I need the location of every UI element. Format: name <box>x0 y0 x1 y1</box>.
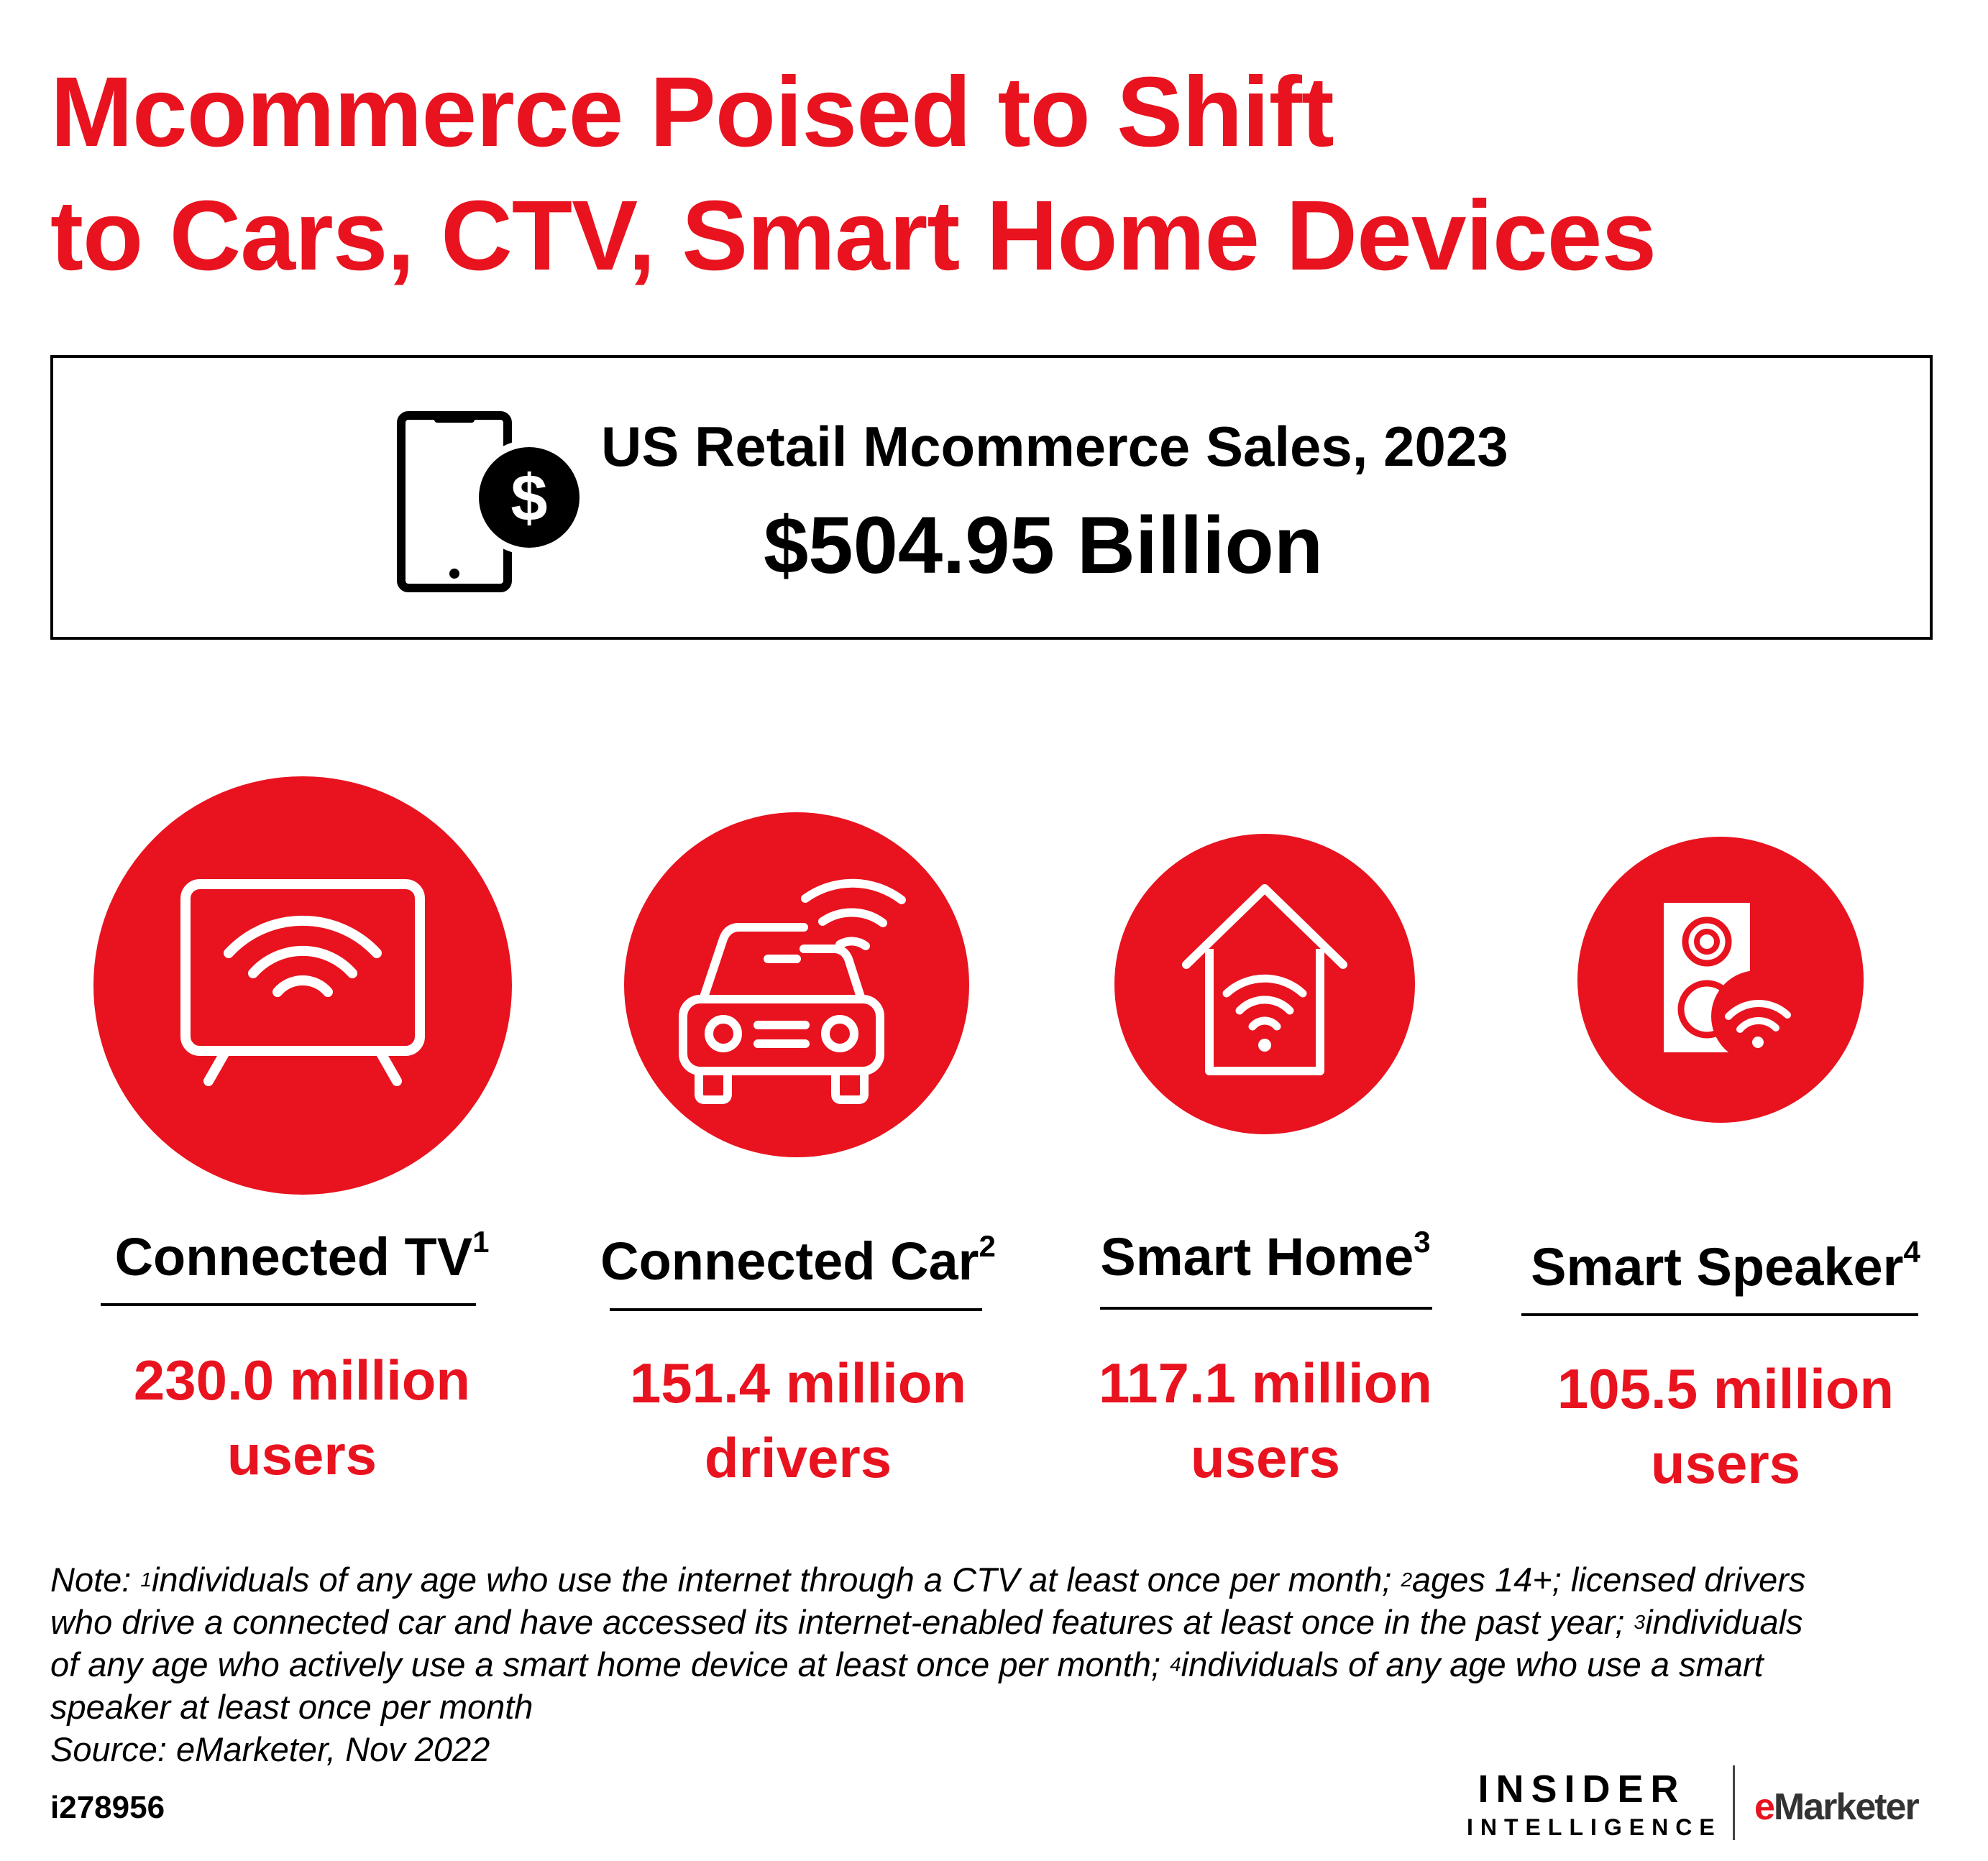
chart-id: i278956 <box>50 1790 165 1825</box>
title-line-2: to Cars, CTV, Smart Home Devices <box>50 180 1657 291</box>
footnote-line-2: who drive a connected car and have acces… <box>50 1601 1920 1643</box>
connected-car-label: Connected Car2 <box>597 1229 999 1292</box>
connected-tv-footnote-marker: 1 <box>472 1225 490 1259</box>
emarketer-logo-rest: Marketer <box>1773 1786 1920 1828</box>
smart-speaker-value: 105.5 million users <box>1517 1351 1934 1501</box>
smart-speaker-value-line2: users <box>1650 1432 1801 1495</box>
page-title: Mcommerce Poised to Shift to Cars, CTV, … <box>50 50 1848 298</box>
connected-car-label-text: Connected Car <box>600 1231 979 1291</box>
connected-tv-circle <box>93 776 512 1195</box>
note-text-4a: individuals of any age who use a smart <box>1181 1645 1764 1683</box>
connected-tv-divider <box>101 1303 476 1306</box>
smart-home-divider <box>1100 1307 1432 1310</box>
smart-home-value-line2: users <box>1190 1426 1341 1489</box>
connected-tv-value-line2: users <box>226 1423 377 1486</box>
connected-car-value-line1: 151.4 million <box>629 1351 967 1415</box>
smart-speaker-label: Smart Speaker4 <box>1517 1235 1934 1297</box>
smartphone-dollar-icon: $ <box>397 411 587 592</box>
insider-intelligence-logo: INSIDER INTELLIGENCE <box>1467 1767 1722 1843</box>
source-line: Source: eMarketer, Nov 2022 <box>50 1730 490 1768</box>
smart-speaker-circle <box>1577 837 1864 1123</box>
smart-home-value: 117.1 million users <box>1078 1346 1452 1495</box>
note-marker-3: 3 <box>1634 1611 1646 1633</box>
footnote-line-3: of any age who actively use a smart home… <box>50 1643 1920 1686</box>
connected-tv-value: 230.0 million users <box>101 1343 503 1492</box>
smart-speaker-icon <box>1664 903 1803 1062</box>
connected-tv-icon <box>180 879 425 1086</box>
sales-label: US Retail Mcommerce Sales, 2023 <box>601 415 1508 478</box>
insider-logo-line1: INSIDER <box>1478 1768 1686 1811</box>
smart-speaker-label-text: Smart Speaker <box>1531 1237 1904 1297</box>
smart-speaker-value-line1: 105.5 million <box>1557 1357 1895 1420</box>
note-text-2b: who drive a connected car and have acces… <box>50 1603 1634 1641</box>
sales-summary-box: $ US Retail Mcommerce Sales, 2023 $504.9… <box>50 355 1933 640</box>
emarketer-logo: eMarketer <box>1754 1786 1920 1829</box>
connected-car-circle <box>624 812 969 1157</box>
connected-car-icon <box>679 878 906 1104</box>
sales-value: $504.95 Billion <box>764 500 1324 590</box>
smart-home-footnote-marker: 3 <box>1414 1225 1431 1259</box>
note-marker-2: 2 <box>1401 1568 1413 1591</box>
smart-home-icon <box>1182 884 1347 1075</box>
connected-car-footnote-marker: 2 <box>979 1229 996 1263</box>
connected-tv-value-line1: 230.0 million <box>133 1348 471 1412</box>
footnote-line-1: Note: 1individuals of any age who use th… <box>50 1558 1920 1601</box>
smart-speaker-divider <box>1521 1313 1918 1316</box>
footnote: Note: 1individuals of any age who use th… <box>50 1558 1920 1770</box>
logo-divider <box>1733 1765 1735 1840</box>
smart-speaker-footnote-marker: 4 <box>1903 1235 1920 1269</box>
smart-home-circle <box>1114 834 1415 1134</box>
insider-logo-line2: INTELLIGENCE <box>1467 1814 1722 1840</box>
connected-car-divider <box>610 1308 982 1311</box>
footnote-line-4: speaker at least once per month <box>50 1688 533 1726</box>
connected-car-value-line2: drivers <box>704 1426 892 1489</box>
svg-text:$: $ <box>510 461 547 535</box>
connected-tv-label-text: Connected TV <box>114 1227 473 1287</box>
smart-home-label-text: Smart Home <box>1100 1227 1414 1287</box>
note-text-1: individuals of any age who use the inter… <box>151 1561 1401 1599</box>
connected-tv-label: Connected TV1 <box>101 1225 503 1287</box>
title-line-1: Mcommerce Poised to Shift <box>50 57 1334 167</box>
note-text-3a: individuals <box>1645 1603 1803 1641</box>
emarketer-logo-e: e <box>1754 1786 1775 1828</box>
note-text-2a: ages 14+; licensed drivers <box>1412 1561 1806 1599</box>
smart-home-value-line1: 117.1 million <box>1099 1351 1432 1415</box>
note-marker-4: 4 <box>1170 1653 1181 1676</box>
note-prefix: Note: <box>50 1561 141 1599</box>
connected-car-value: 151.4 million drivers <box>597 1346 999 1495</box>
note-marker-1: 1 <box>140 1568 152 1591</box>
smart-home-label: Smart Home3 <box>1078 1225 1452 1287</box>
note-text-3b: of any age who actively use a smart home… <box>50 1645 1171 1683</box>
